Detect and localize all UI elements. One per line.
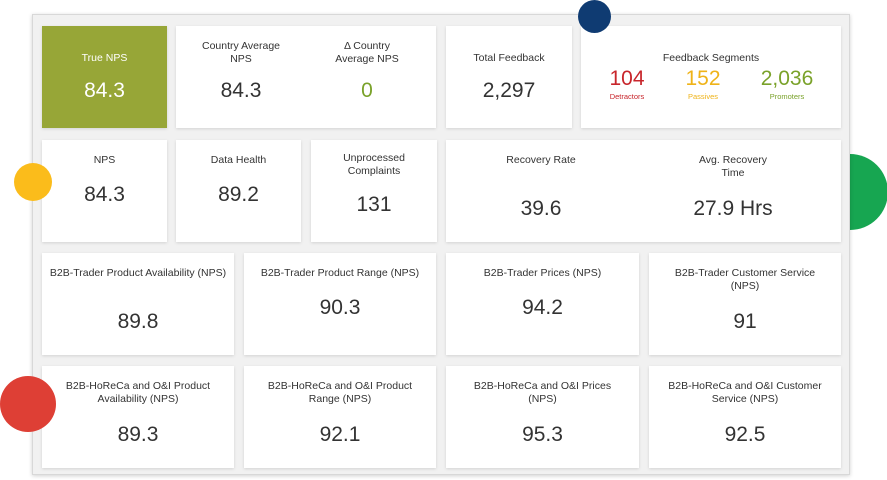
unprocessed-complaints-card[interactable]: Unprocessed Complaints 131	[311, 140, 437, 242]
passives-label: Passives	[687, 92, 718, 101]
card-label: NPS	[93, 154, 116, 166]
country-average-nps-card[interactable]: Country Average NPS 84.3 Δ Country Avera…	[176, 26, 436, 128]
card-value: 0	[361, 79, 373, 102]
card-label: B2B-HoReCa and O&I Product Availability …	[65, 380, 211, 405]
card-value: 84.3	[220, 79, 262, 102]
card-label: B2B-HoReCa and O&I Product Range (NPS)	[267, 380, 413, 405]
passives-value: 152	[685, 67, 721, 90]
card-label: Country Average NPS	[201, 40, 281, 65]
red-circle-decoration	[0, 376, 56, 432]
dashboard-panel: True NPS 84.3 Country Average NPS 84.3 Δ…	[32, 14, 850, 475]
card-value: 95.3	[522, 423, 563, 446]
detractors-label: Detractors	[609, 92, 645, 101]
card-value: 89.3	[117, 423, 159, 446]
card-value: 89.2	[218, 183, 259, 206]
card-label: B2B-Trader Customer Service (NPS)	[674, 267, 816, 292]
card-value: 92.5	[724, 423, 766, 446]
horeca-availability-card[interactable]: B2B-HoReCa and O&I Product Availability …	[42, 366, 234, 468]
promoters-segment: 2,036 Promoters	[747, 66, 827, 102]
passives-segment: 152 Passives	[663, 66, 743, 102]
trader-prices-card[interactable]: B2B-Trader Prices (NPS) 94.2	[446, 253, 639, 355]
nps-card[interactable]: NPS 84.3	[42, 140, 167, 242]
card-value: 90.3	[319, 296, 361, 319]
trader-range-card[interactable]: B2B-Trader Product Range (NPS) 90.3	[244, 253, 436, 355]
detractors-value: 104	[609, 67, 645, 90]
card-label: B2B-Trader Product Range (NPS)	[260, 267, 420, 279]
horeca-customer-service-card[interactable]: B2B-HoReCa and O&I Customer Service (NPS…	[649, 366, 841, 468]
total-feedback-card[interactable]: Total Feedback 2,297	[446, 26, 572, 128]
card-label: Avg. Recovery Time	[698, 154, 768, 179]
card-value: 89.8	[117, 310, 159, 333]
navy-circle-decoration	[578, 0, 611, 33]
card-label: Unprocessed Complaints	[343, 152, 405, 177]
card-value: 131	[356, 193, 392, 216]
promoters-label: Promoters	[769, 92, 805, 101]
card-value: 2,297	[482, 79, 536, 102]
card-label: Total Feedback	[473, 52, 545, 64]
card-value: 84.3	[84, 183, 125, 206]
true-nps-card[interactable]: True NPS 84.3	[42, 26, 167, 128]
trader-customer-service-card[interactable]: B2B-Trader Customer Service (NPS) 91	[649, 253, 841, 355]
card-label: B2B-Trader Product Availability (NPS)	[49, 267, 227, 279]
card-value: 27.9 Hrs	[693, 197, 773, 220]
card-label: B2B-HoReCa and O&I Prices (NPS)	[473, 380, 612, 405]
data-health-card[interactable]: Data Health 89.2	[176, 140, 301, 242]
promoters-value: 2,036	[760, 67, 814, 90]
trader-availability-card[interactable]: B2B-Trader Product Availability (NPS) 89…	[42, 253, 234, 355]
detractors-segment: 104 Detractors	[587, 66, 667, 102]
card-label: B2B-Trader Prices (NPS)	[483, 267, 602, 279]
yellow-circle-decoration	[14, 163, 52, 201]
card-value: 84.3	[84, 79, 125, 102]
card-value: 39.6	[520, 197, 562, 220]
feedback-segments-card[interactable]: Feedback Segments 104 Detractors 152 Pas…	[581, 26, 841, 128]
card-value: 94.2	[522, 296, 563, 319]
card-label: B2B-HoReCa and O&I Customer Service (NPS…	[668, 380, 822, 405]
card-label: True NPS	[81, 52, 128, 64]
recovery-card[interactable]: Recovery Rate 39.6 Avg. Recovery Time 27…	[446, 140, 841, 242]
horeca-range-card[interactable]: B2B-HoReCa and O&I Product Range (NPS) 9…	[244, 366, 436, 468]
card-label: Recovery Rate	[506, 154, 576, 166]
card-label: Feedback Segments	[662, 52, 760, 64]
card-value: 92.1	[319, 423, 361, 446]
horeca-prices-card[interactable]: B2B-HoReCa and O&I Prices (NPS) 95.3	[446, 366, 639, 468]
card-label: Δ Country Average NPS	[335, 40, 399, 65]
card-label: Data Health	[210, 154, 267, 166]
card-value: 91	[733, 310, 757, 333]
